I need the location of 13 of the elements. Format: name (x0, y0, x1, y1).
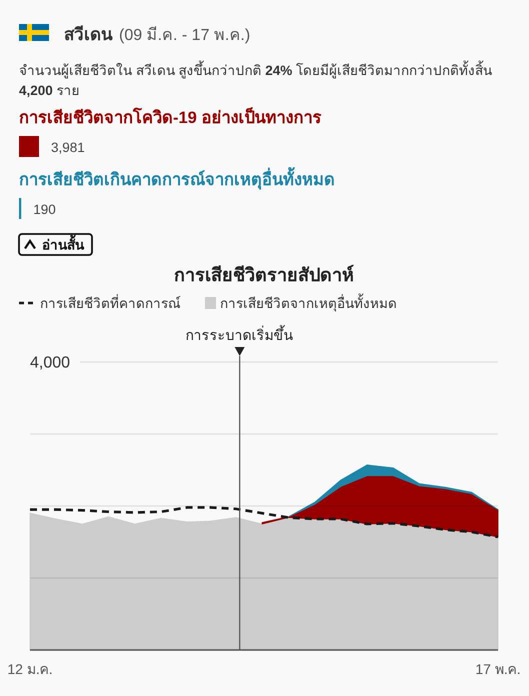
legend: การเสียชีวิตจากโควิด-19 อย่างเป็นทางการ 3,981 (19, 109, 322, 157)
legend-label: การเสียชีวิตจากเหตุอื่นทั้งหมด (220, 293, 397, 312)
text: (09 มี.ค. - 17 พ.ค.) (119, 26, 250, 44)
y-tick-label: 4,000 (30, 354, 70, 372)
text: อ่านสั้น (42, 234, 85, 252)
text: จำนวนผู้เสียชีวิตใน สวีเดน สูงขึ้นกว่าปกติ 24% โดยมีผู้เสียชีวิตมากกว่าปกติทั้งสิ้น 4,200 ราย (19, 63, 492, 98)
text: สวีเดน (64, 24, 113, 44)
legend-label: การเสียชีวิตที่คาดการณ์ (40, 294, 181, 311)
x-tick-label: 12 ม.ค. (7, 661, 53, 677)
chart-title: การเสียชีวิตรายสัปดาห์ (174, 264, 354, 285)
x-tick-label: 17 พ.ค. (475, 661, 521, 677)
ref-line-label: การระบาดเริ่มขึ้น (186, 325, 294, 343)
legend-label: การเสียชีวิตจากโควิด-19 อย่างเป็นทางการ (19, 109, 322, 127)
